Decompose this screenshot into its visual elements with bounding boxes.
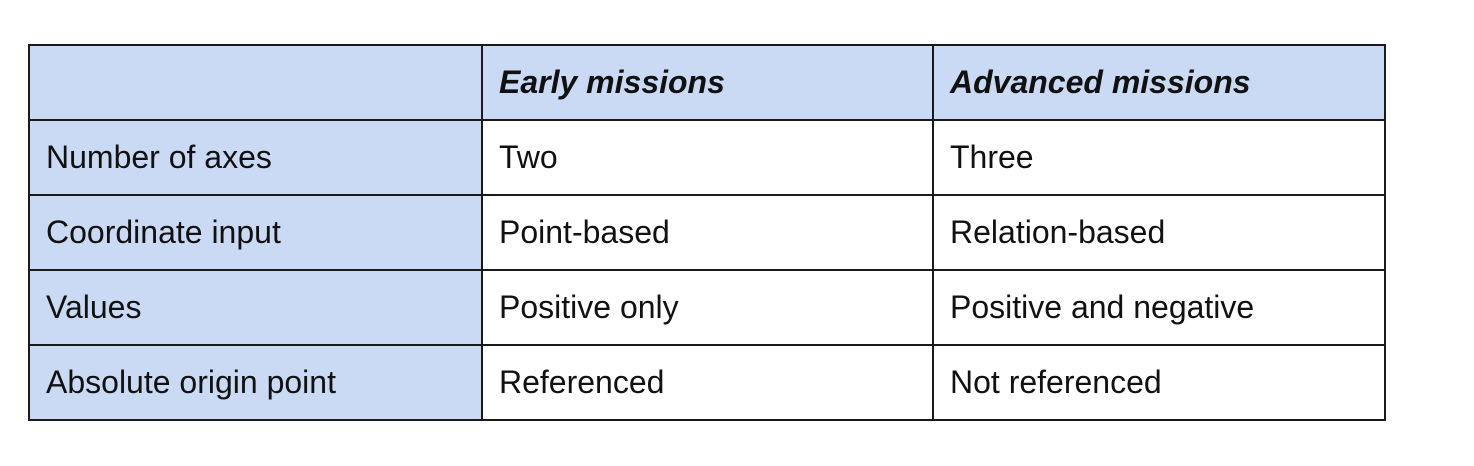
- table-cell: Two: [481, 119, 934, 196]
- row-label-absolute-origin-point: Absolute origin point: [28, 344, 483, 421]
- table-cell: Not referenced: [932, 344, 1386, 421]
- comparison-table-container: Early missions Advanced missions Number …: [28, 44, 1386, 421]
- row-label-coordinate-input: Coordinate input: [28, 194, 483, 271]
- table-row: Coordinate input Point-based Relation-ba…: [28, 194, 1386, 271]
- row-label-values: Values: [28, 269, 483, 346]
- table-row: Absolute origin point Referenced Not ref…: [28, 344, 1386, 421]
- row-label-number-of-axes: Number of axes: [28, 119, 483, 196]
- table-cell: Relation-based: [932, 194, 1386, 271]
- header-corner-cell: [28, 44, 483, 121]
- comparison-table: Early missions Advanced missions Number …: [28, 44, 1386, 421]
- table-cell: Referenced: [481, 344, 934, 421]
- table-cell: Positive and negative: [932, 269, 1386, 346]
- table-row: Number of axes Two Three: [28, 119, 1386, 196]
- header-early-missions: Early missions: [481, 44, 934, 121]
- table-cell: Point-based: [481, 194, 934, 271]
- header-advanced-missions: Advanced missions: [932, 44, 1386, 121]
- table-row: Values Positive only Positive and negati…: [28, 269, 1386, 346]
- table-cell: Positive only: [481, 269, 934, 346]
- table-header-row: Early missions Advanced missions: [28, 44, 1386, 121]
- table-cell: Three: [932, 119, 1386, 196]
